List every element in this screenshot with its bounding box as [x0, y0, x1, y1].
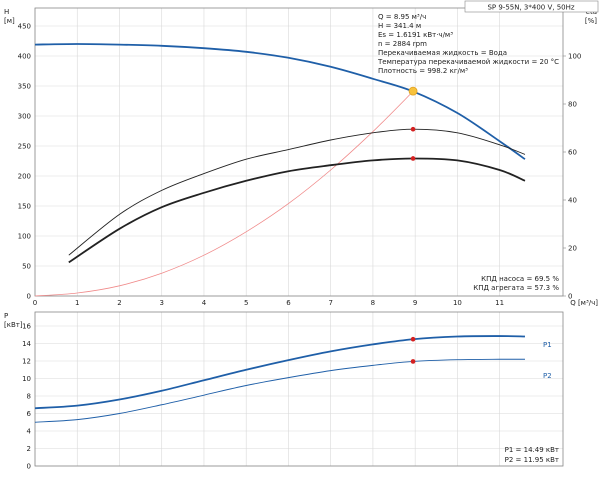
bottom-y-tick-label: 16: [22, 323, 31, 331]
duty-point-power: [410, 359, 416, 364]
top-y-tick-label: 250: [18, 143, 31, 151]
top-x-tick-label: 5: [244, 299, 248, 307]
curve-p2: [34, 358, 525, 423]
top-y2-tick-label: 100: [568, 53, 581, 61]
bottom-y-axis-unit: [кВт]: [4, 321, 23, 329]
top-x-tick-label: 1: [75, 299, 79, 307]
top-x-tick-label: 10: [453, 299, 462, 307]
duty-point-efficiency: [410, 126, 416, 132]
bottom-y-tick-label: 0: [27, 463, 31, 471]
curve-eff2: [68, 157, 526, 264]
bottom-y-tick-label: 8: [27, 393, 31, 401]
bottom-y-axis-name: P: [4, 312, 8, 320]
bottom-y-tick-label: 10: [22, 375, 31, 383]
bottom-y-tick-label: 6: [27, 410, 32, 418]
top-y-tick-label: 200: [18, 173, 31, 181]
curve-system: [34, 91, 414, 297]
top-x-tick-label: 9: [413, 299, 417, 307]
title-box: [464, 0, 599, 13]
efficiency-info-line: КПД агрегата = 57.3 %: [473, 284, 559, 292]
top-y-tick-label: 150: [18, 203, 31, 211]
chart-title: SP 9-55N, 3*400 V, 50Hz: [487, 4, 574, 12]
duty-info-line: H = 341.4 м: [378, 22, 421, 30]
top-x-tick-label: 11: [495, 299, 504, 307]
duty-info-line: Es = 1.6191 кВт·ч/м³: [378, 31, 453, 39]
duty-point-power: [410, 336, 416, 342]
top-y-tick-label: 350: [18, 83, 31, 91]
p1-series-label: P1: [543, 341, 552, 349]
top-x-tick-label: 8: [371, 299, 375, 307]
curve-p1: [34, 335, 525, 410]
top-y-axis-name: H: [4, 8, 9, 16]
top-y2-tick-label: 0: [568, 293, 572, 301]
bottom-y-tick-label: 12: [22, 358, 31, 366]
top-y2-tick-label: 80: [568, 101, 577, 109]
power-info-line: P1 = 14.49 кВт: [505, 446, 559, 454]
top-y-tick-label: 0: [27, 293, 31, 301]
bottom-plot-frame: [34, 311, 564, 467]
curve-eff1: [68, 128, 526, 256]
top-plot-frame: [34, 7, 564, 297]
top-x-tick-label: 0: [33, 299, 37, 307]
top-x-tick-label: 4: [202, 299, 207, 307]
top-y-tick-label: 100: [18, 233, 31, 241]
duty-info-line: Температура перекачиваемой жидкости = 20…: [377, 58, 559, 66]
duty-info-line: Перекачиваемая жидкость = Вода: [378, 49, 507, 57]
top-y2-tick-label: 20: [568, 245, 577, 253]
efficiency-info-line: КПД насоса = 69.5 %: [481, 275, 559, 283]
top-x-tick-label: 2: [117, 299, 121, 307]
x-axis-label: Q [м³/ч]: [570, 299, 598, 307]
top-x-tick-label: 3: [159, 299, 163, 307]
top-y2-tick-label: 40: [568, 197, 577, 205]
top-y-axis-unit: [м]: [4, 17, 15, 25]
duty-point-efficiency: [410, 156, 416, 161]
top-y-tick-label: 400: [18, 53, 31, 61]
top-x-tick-label: 7: [328, 299, 332, 307]
top-y-tick-label: 300: [18, 113, 31, 121]
bottom-y-tick-label: 2: [27, 445, 31, 453]
duty-info-line: n = 2884 rpm: [378, 40, 427, 48]
duty-info-line: Q = 8.95 м³/ч: [378, 13, 426, 21]
bottom-y-tick-label: 4: [27, 428, 32, 436]
top-y-tick-label: 50: [22, 263, 31, 271]
duty-info-line: Плотность = 998.2 кг/м³: [378, 67, 468, 75]
top-y2-axis-unit: [%]: [585, 17, 597, 25]
curve-head: [34, 43, 526, 160]
top-y-tick-label: 450: [18, 23, 31, 31]
top-x-tick-label: 6: [286, 299, 291, 307]
bottom-y-tick-label: 14: [22, 340, 31, 348]
duty-point-head: [408, 86, 418, 96]
p2-series-label: P2: [543, 372, 552, 380]
power-info-line: P2 = 11.95 кВт: [505, 456, 559, 464]
top-y2-tick-label: 60: [568, 149, 577, 157]
